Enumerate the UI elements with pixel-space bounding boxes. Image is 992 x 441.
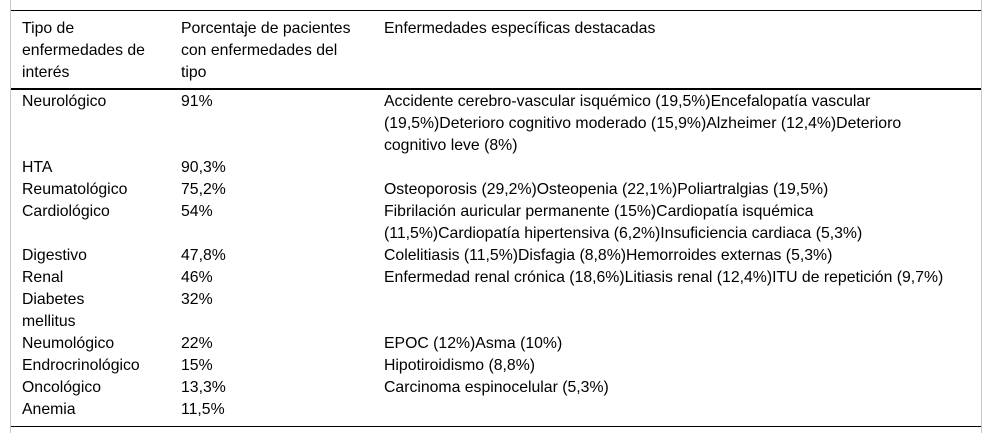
table-row: Neurológico 91% Accidente cerebro-vascul… bbox=[22, 91, 981, 157]
cell-tipo: Endrocrinológico bbox=[22, 357, 140, 374]
table-body: Neurológico 91% Accidente cerebro-vascul… bbox=[11, 90, 981, 426]
cell-detalles: Accidente cerebro-vascular isquémico (19… bbox=[384, 93, 902, 154]
table-row: Renal 46% Enfermedad renal crónica (18,6… bbox=[22, 267, 981, 289]
cell-detalles: EPOC (12%)Asma (10%) bbox=[384, 335, 563, 352]
cell-porcentaje: 75,2% bbox=[181, 181, 226, 198]
column-header-enfermedades-especificas: Enfermedades específicas destacadas bbox=[384, 20, 656, 37]
table-row: Oncológico 13,3% Carcinoma espinocelular… bbox=[22, 377, 981, 399]
cell-tipo: Anemia bbox=[22, 401, 76, 418]
cell-porcentaje: 47,8% bbox=[181, 247, 226, 264]
cell-porcentaje: 46% bbox=[181, 269, 213, 286]
cell-porcentaje: 32% bbox=[181, 291, 213, 308]
cell-porcentaje: 15% bbox=[181, 357, 213, 374]
top-margin bbox=[11, 0, 981, 10]
cell-tipo: Renal bbox=[22, 269, 64, 286]
cell-porcentaje: 91% bbox=[181, 93, 213, 110]
cell-detalles: Colelitiasis (11,5%)Disfagia (8,8%)Hemor… bbox=[384, 247, 833, 264]
table-row: Digestivo 47,8% Colelitiasis (11,5%)Disf… bbox=[22, 245, 981, 267]
column-header-tipo: Tipo de enfermedades de interés bbox=[22, 20, 145, 81]
table-header-row: Tipo de enfermedades de interés Porcenta… bbox=[11, 11, 981, 88]
cell-porcentaje: 11,5% bbox=[181, 401, 225, 418]
cell-detalles bbox=[384, 399, 961, 421]
cell-tipo: Oncológico bbox=[22, 379, 102, 396]
cell-detalles: Fibrilación auricular permanente (15%)Ca… bbox=[384, 203, 863, 242]
cell-tipo: Diabetes mellitus bbox=[22, 291, 85, 330]
table-row: Neumológico 22% EPOC (12%)Asma (10%) bbox=[22, 333, 981, 355]
cell-detalles: Carcinoma espinocelular (5,3%) bbox=[384, 379, 609, 396]
table-row: Cardiológico 54% Fibrilación auricular p… bbox=[22, 201, 981, 245]
cell-tipo: Cardiológico bbox=[22, 203, 110, 220]
table-row: Endrocrinológico 15% Hipotiroidismo (8,8… bbox=[22, 355, 981, 377]
table-bottom-rule bbox=[11, 426, 981, 427]
cell-detalles: Osteoporosis (29,2%)Osteopenia (22,1%)Po… bbox=[384, 181, 829, 198]
cell-detalles: Hipotiroidismo (8,8%) bbox=[384, 357, 535, 374]
cell-tipo: HTA bbox=[22, 159, 53, 176]
cell-porcentaje: 22% bbox=[181, 335, 213, 352]
cell-tipo: Neumológico bbox=[22, 335, 115, 352]
table-top-rule bbox=[11, 10, 981, 11]
cell-porcentaje: 13,3% bbox=[181, 379, 226, 396]
column-header-porcentaje: Porcentaje de pacientes con enfermedades… bbox=[181, 20, 351, 81]
cell-porcentaje: 54% bbox=[181, 203, 213, 220]
table-row: HTA 90,3% bbox=[22, 157, 981, 179]
cell-tipo: Digestivo bbox=[22, 247, 87, 264]
table-row: Diabetes mellitus 32% bbox=[22, 289, 981, 333]
table-row: Reumatológico 75,2% Osteoporosis (29,2%)… bbox=[22, 179, 981, 201]
cell-tipo: Neurológico bbox=[22, 93, 107, 110]
table-header-rule bbox=[11, 88, 981, 90]
table-row: Anemia 11,5% bbox=[22, 399, 981, 421]
cell-detalles bbox=[384, 157, 961, 179]
cell-tipo: Reumatológico bbox=[22, 181, 128, 198]
cell-detalles bbox=[384, 289, 961, 333]
cell-porcentaje: 90,3% bbox=[181, 159, 226, 176]
cell-detalles: Enfermedad renal crónica (18,6%)Litiasis… bbox=[384, 269, 944, 286]
comorbidity-table: Tipo de enfermedades de interés Porcenta… bbox=[10, 0, 982, 433]
